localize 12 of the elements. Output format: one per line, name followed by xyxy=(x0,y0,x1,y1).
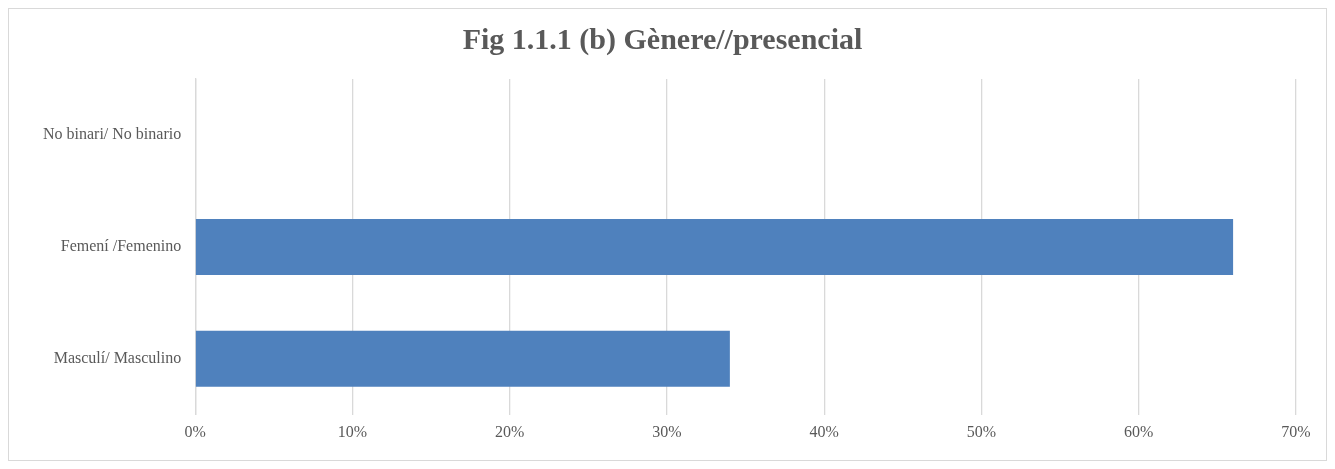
x-tick-label: 70% xyxy=(1281,422,1311,440)
x-tick-label: 60% xyxy=(1124,422,1154,440)
x-tick-label: 40% xyxy=(809,422,839,440)
chart-title: Fig 1.1.1 (b) Gènere//presencial xyxy=(462,21,863,56)
x-tick-label: 30% xyxy=(652,422,682,440)
y-tick-label: No binari/ No binario xyxy=(42,125,182,143)
x-tick-label: 20% xyxy=(495,422,525,440)
x-tick-label: 0% xyxy=(184,422,206,440)
x-tick-label: 50% xyxy=(966,422,997,440)
y-tick-label: Masculí/ Masculino xyxy=(53,349,182,367)
x-tick-label: 10% xyxy=(337,422,368,440)
y-tick-label: Femení /Femenino xyxy=(60,237,182,255)
